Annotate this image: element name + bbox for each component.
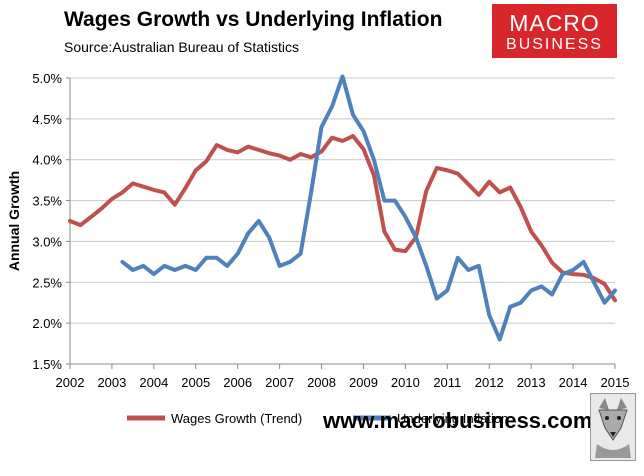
- x-tick-label: 2007: [265, 375, 294, 390]
- y-tick-label: 3.0%: [32, 234, 62, 249]
- y-tick-label: 2.5%: [32, 275, 62, 290]
- x-tick-label: 2015: [601, 375, 630, 390]
- y-axis-title: Annual Growth: [6, 171, 22, 271]
- x-tick-label: 2005: [181, 375, 210, 390]
- tick-labels: 1.5% 2.0% 2.5% 3.0% 3.5% 4.0% 4.5% 5.0% 2002 2003…: [6, 71, 629, 390]
- fox-mascot-icon: [590, 393, 636, 461]
- macro-business-logo: MACRO BUSINESS: [492, 4, 617, 58]
- series-line-1: [120, 74, 617, 342]
- chart-title: Wages Growth vs Underlying Inflation: [64, 8, 443, 31]
- x-tick-label: 2013: [517, 375, 546, 390]
- axes: [66, 77, 616, 369]
- x-tick-label: 2009: [349, 375, 378, 390]
- x-tick-label: 2014: [559, 375, 588, 390]
- website-url: www.macrobusiness.com.au: [323, 408, 625, 433]
- x-tick-label: 2010: [391, 375, 420, 390]
- y-tick-label: 3.5%: [32, 194, 62, 209]
- chart-source: Source:Australian Bureau of Statistics: [64, 39, 300, 55]
- logo-line-2: BUSINESS: [506, 36, 603, 53]
- x-tick-label: 2004: [139, 375, 168, 390]
- y-tick-label: 4.0%: [32, 153, 62, 168]
- x-tick-label: 2012: [475, 375, 504, 390]
- y-tick-label: 4.5%: [32, 112, 62, 127]
- y-tick-label: 2.0%: [32, 316, 62, 331]
- x-tick-label: 2006: [223, 375, 252, 390]
- gridlines: [70, 77, 615, 324]
- logo-line-1: MACRO: [509, 10, 600, 36]
- series-line-0: [68, 134, 617, 303]
- x-tick-label: 2003: [97, 375, 126, 390]
- x-tick-label: 2011: [433, 375, 461, 390]
- legend-label-0: Wages Growth (Trend): [171, 411, 302, 426]
- legend: Wages Growth (Trend) Underlying Inflation: [127, 411, 508, 426]
- series-lines: [68, 74, 617, 342]
- legend-label-1: Underlying Inflation: [397, 411, 508, 426]
- y-tick-label: 5.0%: [32, 71, 62, 86]
- y-tick-label: 1.5%: [32, 357, 62, 372]
- x-tick-label: 2002: [56, 375, 85, 390]
- x-tick-label: 2008: [307, 375, 336, 390]
